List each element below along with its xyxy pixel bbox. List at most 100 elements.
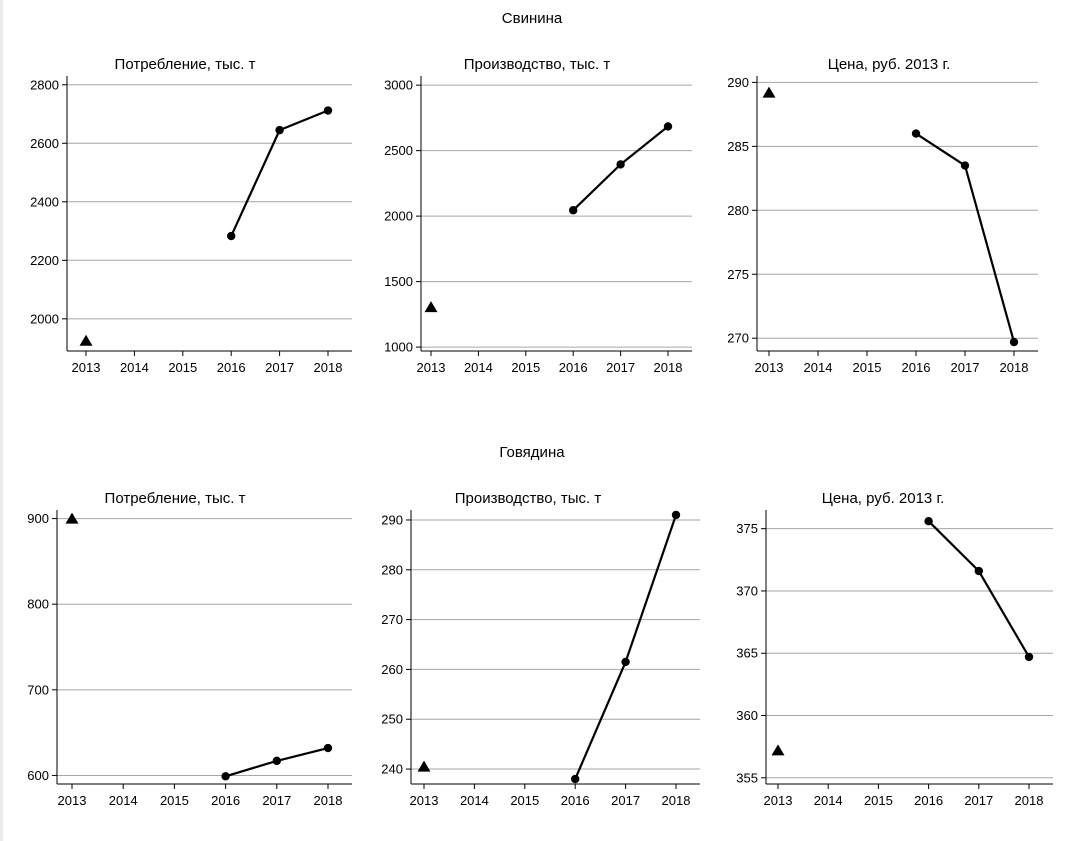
chart-panel-3: Цена, руб. 2013 г. 270 275 280 285 290 2013 201… [727, 56, 1038, 375]
x-tick-label: 2014 [120, 360, 149, 375]
data-point-triangle [65, 512, 79, 524]
y-tick-label: 1000 [384, 340, 413, 355]
y-tick-label: 260 [381, 662, 403, 677]
x-tick-label: 2016 [902, 360, 931, 375]
y-tick-label: 700 [27, 682, 49, 697]
x-tick-label: 2018 [314, 360, 343, 375]
chart-panel-5: Производство, тыс. т 240 250 260 270 280 290 20… [381, 490, 700, 808]
x-tick-label: 2018 [662, 793, 691, 808]
chart-title: Цена, руб. 2013 г. [822, 490, 945, 507]
data-point-circle [323, 106, 333, 115]
x-tick-label: 2017 [606, 360, 635, 375]
chart-title: Потребление, тыс. т [115, 56, 256, 73]
x-tick-label: 2016 [559, 360, 588, 375]
left-edge-divider [0, 0, 3, 841]
y-tick-label: 280 [381, 562, 403, 577]
x-tick-label: 2015 [511, 360, 540, 375]
data-point-triangle [424, 301, 438, 313]
y-tick-label: 285 [727, 139, 749, 154]
y-tick-label: 375 [736, 521, 758, 536]
y-tick-label: 2200 [30, 253, 59, 268]
x-tick-label: 2014 [464, 360, 493, 375]
data-point-circle [616, 160, 625, 169]
x-tick-label: 2014 [804, 360, 833, 375]
data-point-circle [571, 774, 580, 784]
y-tick-label: 900 [27, 511, 49, 526]
y-tick-label: 2000 [30, 311, 59, 326]
chart-panel-4: Потребление, тыс. т 600 700 800 900 2013 2014 2… [27, 490, 352, 808]
data-point-circle [960, 161, 970, 170]
x-tick-label: 2018 [1000, 360, 1029, 375]
x-tick-label: 2016 [914, 793, 943, 808]
y-tick-label: 270 [381, 612, 403, 627]
chart-title: Производство, тыс. т [455, 490, 602, 507]
x-tick-label: 2018 [1015, 793, 1044, 808]
y-tick-label: 800 [27, 597, 49, 612]
y-tick-label: 280 [727, 203, 749, 218]
group-title-beef: Говядина [499, 444, 565, 461]
y-tick-label: 240 [381, 762, 403, 777]
x-tick-label: 2013 [755, 360, 784, 375]
x-tick-label: 2014 [109, 793, 138, 808]
series-line [927, 520, 1030, 658]
y-tick-label: 290 [381, 512, 403, 527]
x-tick-label: 2018 [654, 360, 683, 375]
chart-panel-1: Потребление, тыс. т 2000 2200 2400 2600 2800 2… [30, 56, 352, 375]
x-tick-label: 2017 [611, 793, 640, 808]
x-tick-label: 2018 [314, 793, 343, 808]
y-tick-label: 600 [27, 768, 49, 783]
chart-title: Цена, руб. 2013 г. [828, 56, 951, 73]
x-tick-label: 2013 [764, 793, 793, 808]
y-tick-label: 2600 [30, 136, 59, 151]
x-tick-label: 2017 [262, 793, 291, 808]
y-tick-label: 290 [727, 75, 749, 90]
x-tick-label: 2014 [460, 793, 489, 808]
data-point-circle [974, 566, 983, 576]
data-point-circle [663, 122, 673, 131]
chart-panel-6: Цена, руб. 2013 г. 355 360 365 370 375 2013 201… [736, 490, 1053, 808]
x-tick-label: 2014 [814, 793, 843, 808]
series-line [574, 514, 678, 780]
y-tick-label: 365 [736, 646, 758, 661]
x-tick-label: 2015 [853, 360, 882, 375]
data-point-circle [221, 772, 230, 781]
data-point-triangle [79, 334, 93, 346]
data-point-circle [323, 743, 333, 753]
data-point-circle [569, 206, 578, 215]
y-tick-label: 1500 [384, 274, 413, 289]
group-title-pork: Свинина [501, 10, 563, 27]
y-tick-label: 2000 [384, 209, 413, 224]
data-point-circle [1009, 337, 1019, 347]
x-tick-label: 2013 [410, 793, 439, 808]
data-point-circle [911, 129, 921, 138]
x-tick-label: 2015 [510, 793, 539, 808]
y-tick-label: 270 [727, 331, 749, 346]
y-tick-label: 370 [736, 583, 758, 598]
y-tick-label: 2800 [30, 77, 59, 92]
x-tick-label: 2015 [864, 793, 893, 808]
x-tick-label: 2013 [58, 793, 87, 808]
data-point-circle [272, 756, 281, 766]
chart-panel-2: Производство, тыс. т 1000 1500 2000 2500 3000… [384, 56, 692, 375]
data-point-circle [621, 657, 630, 667]
data-point-circle [227, 231, 236, 241]
y-tick-label: 3000 [384, 78, 413, 93]
y-tick-label: 355 [736, 770, 758, 785]
x-tick-label: 2015 [160, 793, 189, 808]
y-tick-label: 275 [727, 267, 749, 282]
y-tick-label: 250 [381, 712, 403, 727]
y-tick-label: 2400 [30, 194, 59, 209]
data-point-circle [924, 517, 933, 526]
x-tick-label: 2017 [265, 360, 294, 375]
x-tick-label: 2015 [168, 360, 197, 375]
x-tick-label: 2016 [217, 360, 246, 375]
data-point-triangle [771, 744, 785, 756]
x-tick-label: 2016 [211, 793, 240, 808]
x-tick-label: 2013 [417, 360, 446, 375]
data-point-triangle [762, 86, 776, 98]
chart-title: Потребление, тыс. т [105, 490, 246, 507]
y-tick-label: 360 [736, 708, 758, 723]
data-point-circle [275, 125, 284, 135]
x-tick-label: 2017 [951, 360, 980, 375]
